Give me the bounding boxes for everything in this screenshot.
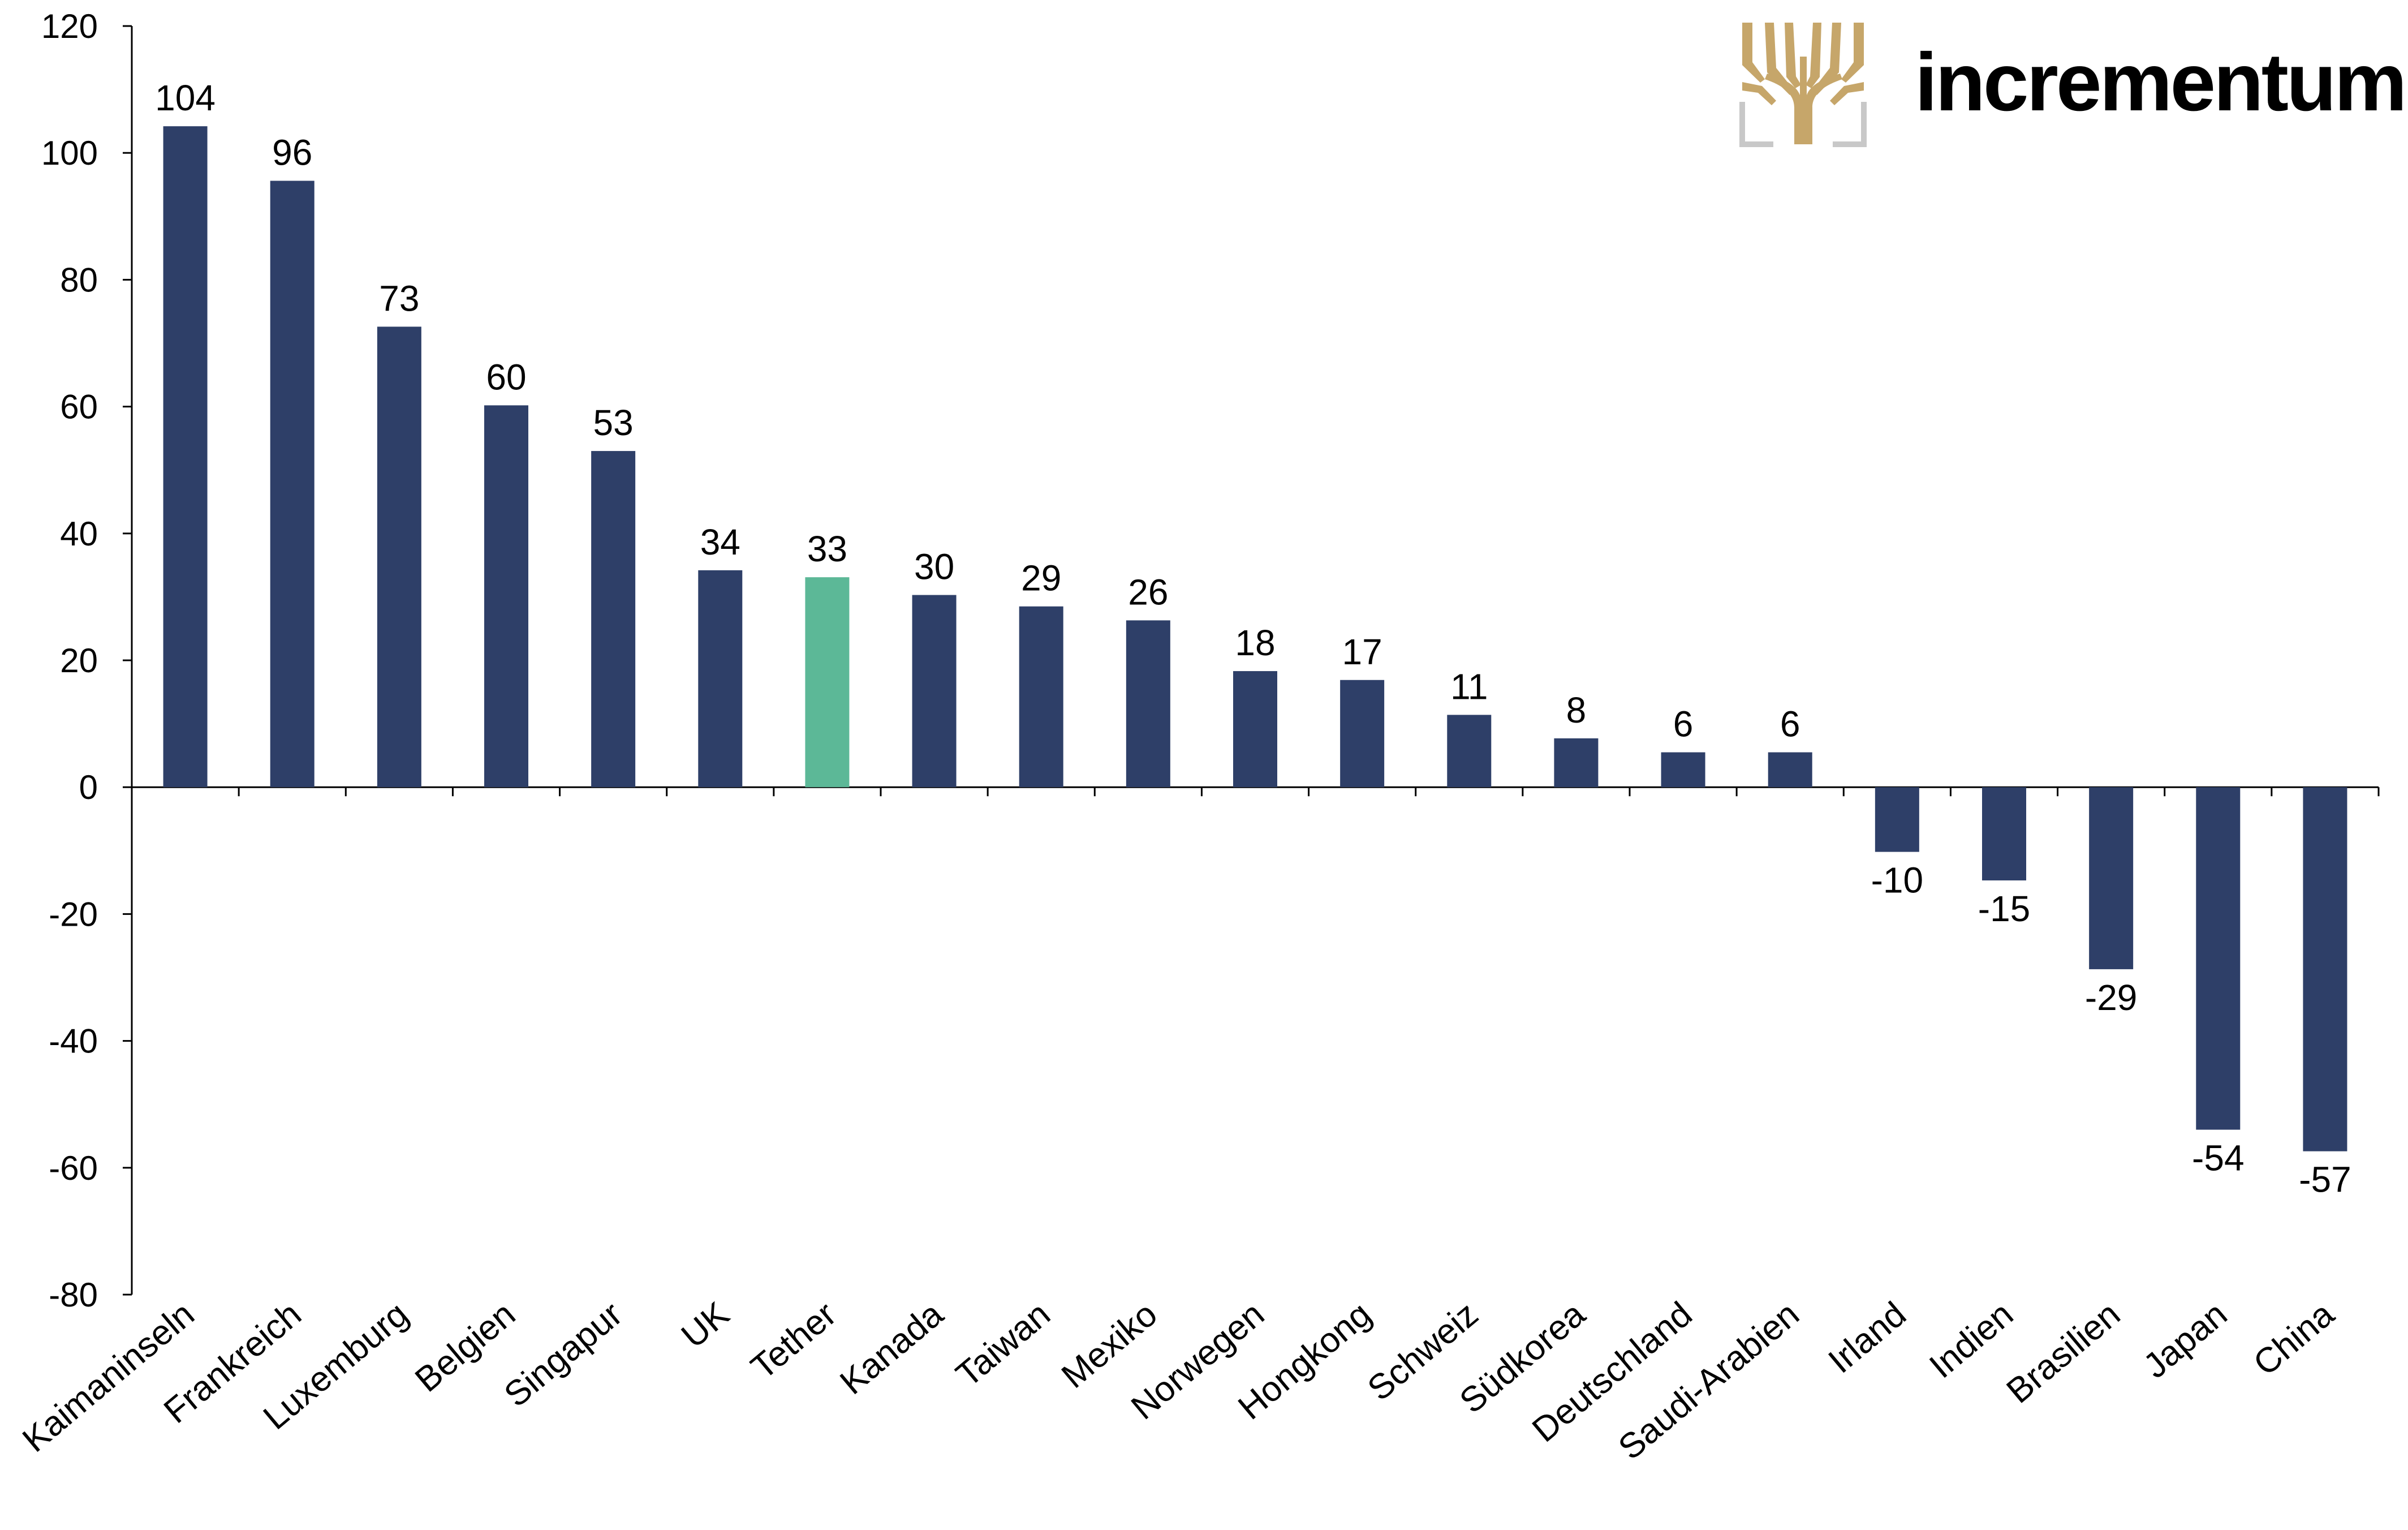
y-tick-label: 20 xyxy=(60,642,98,680)
bar-deutschland xyxy=(1661,752,1705,788)
y-tick-label: 60 xyxy=(60,388,98,426)
data-label: 18 xyxy=(1235,622,1275,663)
x-tick-label: Japan xyxy=(2136,1295,2235,1386)
y-tick-label: -40 xyxy=(49,1022,98,1060)
x-tick-label: Taiwan xyxy=(949,1295,1058,1395)
x-tick-label: Saudi-Arabien xyxy=(1611,1295,1806,1467)
bar-schweiz xyxy=(1447,715,1492,788)
data-label: 8 xyxy=(1566,690,1587,730)
data-labels: 104 96 73 60 53 34 33 30 29 26 18 17 11 8 6 6 -10 -15 -29 -… xyxy=(155,78,2351,1200)
logo-tree xyxy=(1742,23,1864,144)
bar-norwegen xyxy=(1233,671,1277,788)
incrementum-logo: incrementum xyxy=(1739,23,2407,147)
data-label: 6 xyxy=(1780,704,1800,745)
data-label: 17 xyxy=(1342,631,1382,672)
x-tick-label: Kaimaninseln xyxy=(15,1295,201,1460)
data-label: -15 xyxy=(1978,888,2031,929)
x-tick-label: Kanada xyxy=(833,1295,950,1403)
y-tick-label: 40 xyxy=(60,515,98,553)
bar-taiwan xyxy=(1019,606,1063,788)
bar-brasilien xyxy=(2089,787,2134,969)
bar-kaimaninseln xyxy=(163,126,208,788)
bar-uk xyxy=(698,570,743,788)
data-label: 73 xyxy=(379,278,419,319)
bar-saudi-arabien xyxy=(1768,752,1812,788)
tick-labels: 120100806040200-20-40-60-80KaimaninselnF… xyxy=(15,7,2342,1467)
x-tick-label: Indien xyxy=(1922,1295,2021,1386)
x-tick-label: Tether xyxy=(744,1295,843,1387)
data-label: 26 xyxy=(1128,571,1168,612)
x-tick-label: Singapur xyxy=(497,1295,630,1415)
x-tick-label: Irland xyxy=(1821,1295,1914,1381)
data-label: 34 xyxy=(700,522,740,562)
data-label: 96 xyxy=(272,132,312,173)
x-tick-label: Brasilien xyxy=(2000,1295,2128,1411)
data-label: 33 xyxy=(807,528,847,569)
bar-hongkong xyxy=(1340,680,1385,788)
bar-tether xyxy=(805,577,850,788)
x-tick-label: UK xyxy=(674,1295,736,1356)
bar-mexiko xyxy=(1126,620,1170,788)
bar-belgien xyxy=(484,405,528,788)
data-label: 60 xyxy=(486,356,526,397)
bar-luxemburg xyxy=(377,326,421,788)
data-label: 30 xyxy=(914,547,954,587)
data-label: 53 xyxy=(593,402,634,443)
y-tick-label: 100 xyxy=(41,134,98,172)
data-label: 29 xyxy=(1021,558,1061,599)
y-tick-label: -60 xyxy=(49,1149,98,1187)
bar-kanada xyxy=(912,595,957,788)
bar-china xyxy=(2303,787,2347,1151)
bar-irland xyxy=(1875,787,1919,852)
logo-frame xyxy=(1739,102,1867,147)
x-tick-label: China xyxy=(2246,1295,2342,1383)
data-label: -54 xyxy=(2192,1138,2245,1179)
tree-logo-icon xyxy=(1739,23,1867,147)
bar-frankreich xyxy=(270,180,315,788)
y-tick-label: 0 xyxy=(79,768,98,806)
bar-japan xyxy=(2196,787,2241,1130)
y-tick-label: -80 xyxy=(49,1276,98,1314)
data-label: 11 xyxy=(1450,666,1488,707)
bar-s-dkorea xyxy=(1554,738,1599,788)
data-label: -10 xyxy=(1871,860,1924,901)
y-tick-label: -20 xyxy=(49,895,98,933)
bar-singapur xyxy=(591,451,636,788)
y-tick-label: 120 xyxy=(41,7,98,45)
data-label: 104 xyxy=(155,78,216,118)
brand-wordmark: incrementum xyxy=(1915,36,2405,128)
data-label: -29 xyxy=(2085,977,2138,1018)
bar-indien xyxy=(1982,787,2026,880)
data-label: 6 xyxy=(1673,704,1694,745)
bars xyxy=(163,126,2347,1151)
data-label: -57 xyxy=(2299,1159,2351,1200)
y-tick-label: 80 xyxy=(60,261,98,299)
